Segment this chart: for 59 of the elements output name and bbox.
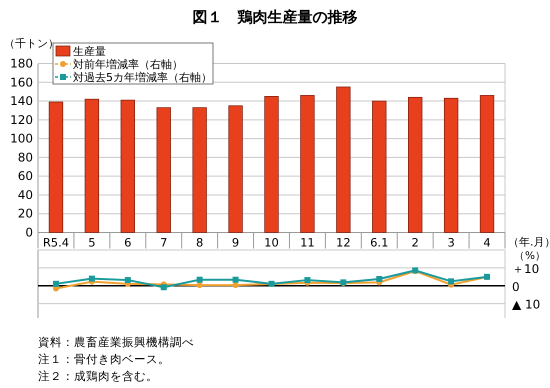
bar [336,86,351,233]
y-tick-label: 120 [10,112,33,127]
bar [192,107,207,233]
y-tick-label: 20 [18,206,33,221]
y-tick-label: 40 [18,188,33,202]
bar [480,95,494,233]
point [124,277,131,284]
bar [264,96,279,233]
bar [300,95,315,233]
x-tick-label: 9 [232,236,240,250]
x-tick-label: 12 [336,236,351,250]
point [232,282,239,288]
point [196,276,203,283]
x-tick-label: R5.4 [42,236,70,250]
y-tick-label: 80 [18,150,33,164]
point [52,280,59,287]
legend: 対前年増減率（右軸） [55,58,183,71]
y-tick-label: 140 [10,94,33,108]
x-tick-label: 7 [160,236,168,250]
y-tick-label: 0 [512,280,520,294]
x-tick-label: 10 [264,236,279,250]
chart-title: 図１ 鶏肉生産量の推移 [192,8,358,26]
y-tick-label: 60 [18,169,33,184]
bar [444,98,458,233]
point [160,284,167,290]
text: 資料：農畜産業振興機構調べ [38,335,194,349]
bar [120,100,135,233]
bar [84,98,100,233]
y-axis-title: （%） [514,250,546,262]
x-tick-label: 11 [300,236,315,250]
y-tick-label: 0 [25,226,33,240]
bar [408,96,422,233]
point [88,276,95,282]
point [448,278,454,284]
point [196,282,203,288]
y-tick-label: 160 [10,75,33,90]
point [232,276,239,283]
y-tick-label: ▲ 10 [512,298,540,312]
point [376,276,382,282]
text: 注１：骨付き肉ベース。 [38,352,170,366]
x-tick-label: 2 [412,236,419,250]
legend-label: 生産量 [73,45,106,58]
x-tick-label: 5 [88,236,96,250]
y-tick-label: 100 [10,132,33,146]
y-tick-label: 180 [10,56,33,70]
bar [156,107,171,233]
x-tick-label: 6 [124,236,132,250]
point [304,277,310,284]
y-tick-label: ＋10 [512,262,540,276]
x-tick-label: 3 [447,236,455,250]
bar [228,105,243,233]
x-tick-label: 4 [483,236,491,250]
x-axis-title: （年.月） [508,236,550,248]
x-tick-label: 8 [196,236,204,250]
legend: 対過去5カ年増減率（右軸） [55,71,212,84]
x-tick-label: 6.1 [370,236,388,250]
bar [48,102,64,233]
text: 注２：成鶏肉を含む。 [38,369,158,383]
bar [372,100,386,233]
